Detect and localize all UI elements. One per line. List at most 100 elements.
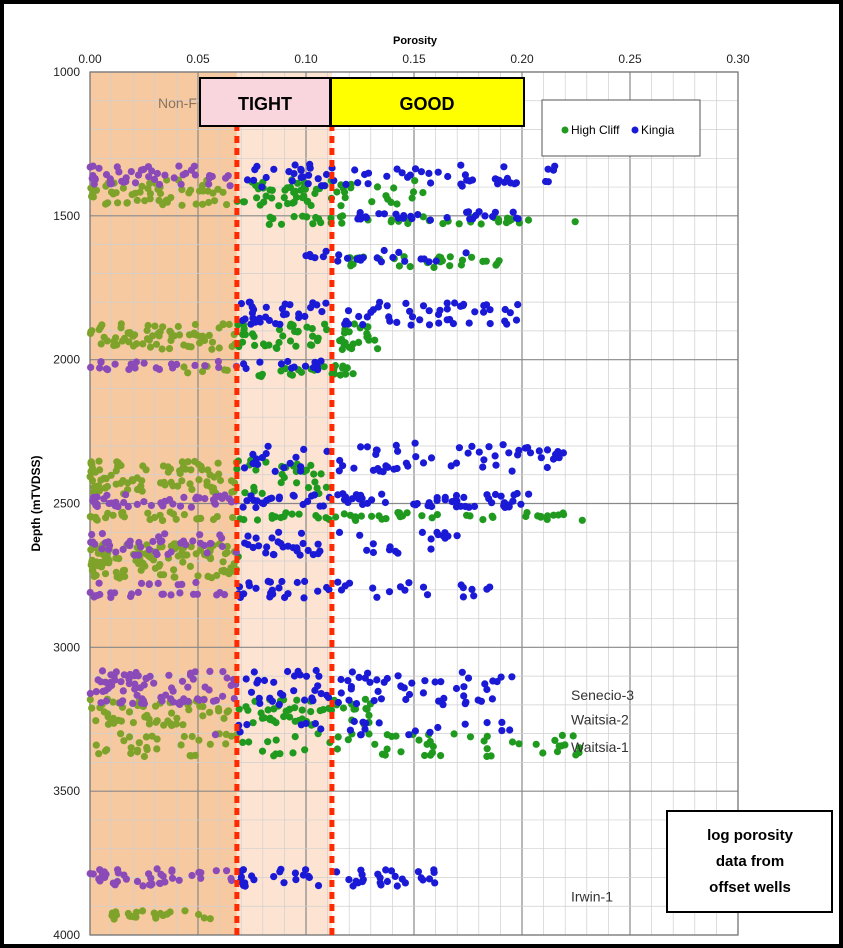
data-point <box>508 673 516 681</box>
data-point <box>248 309 256 317</box>
data-point <box>553 748 562 756</box>
data-point <box>284 667 292 676</box>
data-point <box>399 214 407 222</box>
data-point <box>146 195 154 203</box>
data-point <box>119 567 127 575</box>
data-point <box>149 537 157 546</box>
data-point <box>241 331 249 339</box>
data-point <box>385 588 394 596</box>
data-point <box>543 512 552 520</box>
data-point <box>352 516 360 525</box>
data-point <box>440 694 448 703</box>
data-point <box>405 731 413 739</box>
data-point <box>272 750 280 758</box>
data-point <box>88 174 96 182</box>
data-point <box>165 345 174 353</box>
data-point <box>426 728 434 736</box>
data-point <box>92 186 101 194</box>
data-point <box>97 699 105 707</box>
data-point <box>298 706 306 714</box>
data-point <box>485 443 493 451</box>
data-point <box>561 741 569 749</box>
data-point <box>168 684 176 692</box>
data-point <box>433 510 441 519</box>
data-point <box>197 874 205 882</box>
data-point <box>169 510 178 518</box>
data-point <box>275 326 284 334</box>
data-point <box>239 316 247 325</box>
data-point <box>374 687 382 696</box>
data-point <box>266 716 274 724</box>
data-point <box>88 704 96 712</box>
data-point <box>140 681 148 689</box>
data-point <box>549 455 558 463</box>
data-point <box>415 736 423 744</box>
data-point <box>134 171 143 179</box>
data-point <box>403 509 411 517</box>
data-point <box>219 668 227 676</box>
data-point <box>314 540 322 548</box>
data-point <box>343 364 351 372</box>
data-point <box>228 876 236 885</box>
data-point <box>206 555 215 563</box>
data-point <box>414 211 422 219</box>
data-point <box>423 591 432 599</box>
data-point <box>366 678 374 686</box>
data-point <box>223 366 231 374</box>
x-axis-title: Porosity <box>393 35 438 47</box>
data-point <box>150 909 158 917</box>
data-point <box>425 321 434 329</box>
data-point <box>170 174 178 182</box>
data-point <box>495 215 503 224</box>
data-point <box>191 171 199 179</box>
data-point <box>411 165 420 173</box>
data-point <box>206 915 214 923</box>
legend-box <box>541 99 701 157</box>
data-point <box>112 668 120 676</box>
data-point <box>334 257 342 265</box>
data-point <box>355 312 363 321</box>
data-point <box>461 720 469 728</box>
data-point <box>168 867 176 876</box>
data-point <box>206 708 214 716</box>
data-point <box>206 740 214 748</box>
data-point <box>201 495 209 503</box>
data-point <box>198 367 207 376</box>
data-point <box>421 677 429 685</box>
data-point <box>301 312 309 320</box>
data-point <box>115 555 123 563</box>
data-point <box>157 870 165 878</box>
data-point <box>240 464 249 472</box>
data-point <box>356 213 365 221</box>
data-point <box>169 698 177 706</box>
data-point <box>250 668 258 676</box>
data-point <box>371 336 379 344</box>
data-point <box>140 359 148 367</box>
data-point <box>161 878 169 886</box>
data-point <box>408 194 416 202</box>
data-point <box>521 444 530 452</box>
data-point <box>115 168 123 176</box>
data-point <box>411 727 419 735</box>
data-point <box>463 511 471 519</box>
data-point <box>253 516 262 524</box>
data-point <box>412 453 420 461</box>
data-point <box>384 463 392 471</box>
data-point <box>485 495 493 503</box>
data-point <box>178 677 187 685</box>
data-point <box>195 476 203 484</box>
data-point <box>214 185 222 193</box>
data-point <box>288 177 296 185</box>
data-point <box>186 562 194 571</box>
data-point <box>222 174 230 182</box>
data-point <box>90 592 99 600</box>
data-point <box>103 491 111 499</box>
data-point <box>355 673 363 682</box>
data-point <box>108 681 116 690</box>
data-point <box>137 566 145 574</box>
data-point <box>200 914 208 922</box>
data-point <box>402 459 410 467</box>
data-point <box>161 171 169 179</box>
data-point <box>433 494 441 502</box>
data-point <box>187 343 195 351</box>
